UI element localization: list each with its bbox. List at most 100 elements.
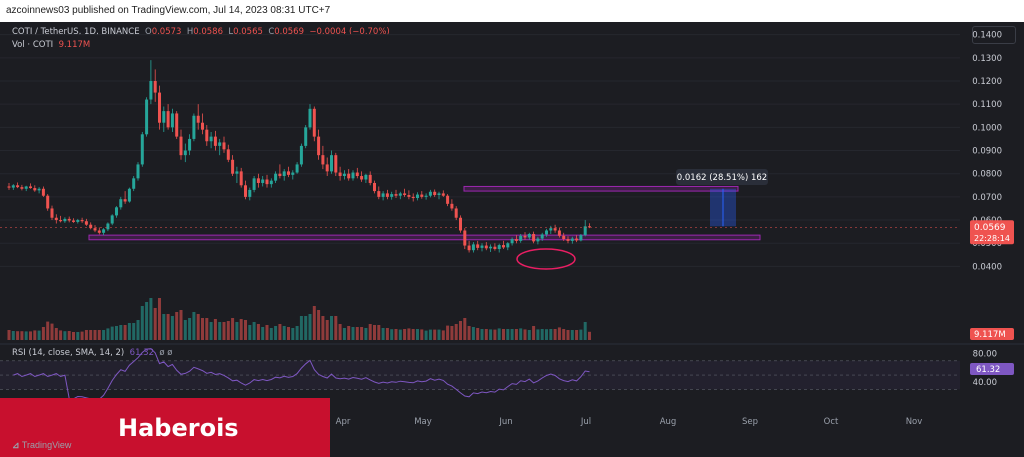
candle-body: [514, 239, 518, 241]
volume-bar: [480, 329, 484, 340]
volume-bar: [20, 331, 24, 340]
candle-body: [385, 193, 389, 197]
volume-bar: [575, 330, 579, 340]
candle-body: [497, 245, 501, 250]
volume-bar: [416, 329, 419, 340]
candle-body: [588, 226, 591, 228]
candle-body: [282, 171, 286, 177]
candle-body: [278, 173, 282, 177]
candle-body: [446, 195, 450, 204]
volume-bar: [583, 322, 587, 340]
scale-settings-button[interactable]: [972, 26, 1016, 44]
volume-bar: [334, 316, 338, 340]
volume-label: Vol · COTI: [12, 40, 54, 50]
candle-body: [196, 115, 200, 123]
volume-bar: [145, 302, 149, 340]
volume-bar: [59, 330, 63, 340]
candle-body: [523, 235, 527, 238]
candle-body: [149, 80, 153, 100]
volume-bar: [153, 308, 157, 340]
zones: [88, 185, 761, 241]
candle-body: [532, 233, 536, 242]
candle-body: [37, 188, 41, 191]
volume-bar: [351, 327, 355, 340]
volume-bar: [433, 329, 437, 340]
price-tick-label: 0.0400: [972, 262, 1002, 272]
candle-body: [170, 113, 174, 128]
volume-bar: [424, 330, 428, 340]
volume-bar: [467, 326, 471, 340]
candle-body: [467, 245, 471, 251]
volume-bar: [514, 329, 518, 340]
symbol-name: COTI / TetherUS, 1D, BINANCE: [12, 27, 140, 37]
volume-bar: [355, 327, 359, 340]
volume-bar: [239, 319, 243, 340]
volume-bar: [420, 329, 424, 340]
candle-body: [54, 217, 58, 221]
time-tick-label: Aug: [660, 417, 677, 427]
volume-bar: [201, 318, 204, 340]
change-value: −0.0004 (−0.70%): [309, 27, 390, 37]
candle-body: [411, 196, 415, 199]
candle-body: [304, 127, 308, 146]
price-tick-label: 0.1200: [972, 77, 1002, 87]
candle-body: [545, 230, 548, 235]
time-tick-label: Oct: [824, 417, 839, 427]
candle-body: [175, 113, 179, 137]
candle-body: [536, 238, 540, 242]
time-tick-label: Sep: [742, 417, 758, 427]
candle-body: [575, 238, 579, 241]
rsi-badge: 61.32: [976, 365, 1000, 375]
candle-body: [84, 221, 88, 225]
high-label: H: [186, 27, 194, 37]
volume-bar: [557, 327, 561, 340]
candle-body: [441, 193, 445, 196]
volume-bar: [256, 324, 260, 340]
candle-body: [360, 176, 364, 180]
tradingview-icon: ⊿: [12, 440, 20, 450]
volume-bar: [566, 330, 570, 340]
volume-bar: [553, 329, 557, 340]
close-label: C: [268, 27, 275, 37]
volume-bar: [295, 326, 299, 340]
candle-body: [553, 228, 557, 231]
candle-body: [179, 136, 183, 156]
candle-body: [557, 230, 561, 236]
volume-bar: [390, 329, 394, 340]
volume-bar: [330, 316, 333, 340]
volume-bar: [218, 322, 222, 340]
low-value: 0.0565: [233, 27, 263, 37]
time-tick-label: Jul: [580, 417, 591, 427]
candle-body: [338, 172, 342, 177]
volume-bar: [338, 324, 342, 340]
volume-bar: [325, 320, 329, 340]
volume-bar: [463, 318, 467, 340]
candle-body: [454, 208, 458, 218]
time-tick-label: May: [414, 417, 432, 427]
candle-body: [394, 194, 398, 196]
candle-body: [119, 199, 123, 208]
volume-bar: [16, 331, 20, 340]
volume-bar: [123, 325, 127, 340]
candle-body: [484, 245, 488, 249]
volume-bar: [536, 329, 540, 340]
volume-bar: [244, 320, 247, 340]
candle-body: [424, 195, 428, 197]
volume-bar: [523, 329, 527, 340]
volume-bar: [308, 314, 312, 340]
candle-body: [244, 185, 247, 197]
rsi-line: [13, 348, 590, 400]
low-label: L: [228, 27, 234, 37]
candle-body: [72, 220, 75, 222]
volume-bar: [29, 331, 32, 340]
price-tick-label: 0.0700: [972, 193, 1002, 203]
volume-bar: [471, 327, 475, 340]
candle-body: [97, 230, 101, 233]
candle-body: [416, 194, 419, 199]
candle-body: [502, 245, 505, 248]
candle-body: [549, 228, 553, 231]
volume-bar: [562, 329, 566, 340]
volume-bar: [506, 329, 510, 340]
candle-body: [76, 220, 80, 222]
